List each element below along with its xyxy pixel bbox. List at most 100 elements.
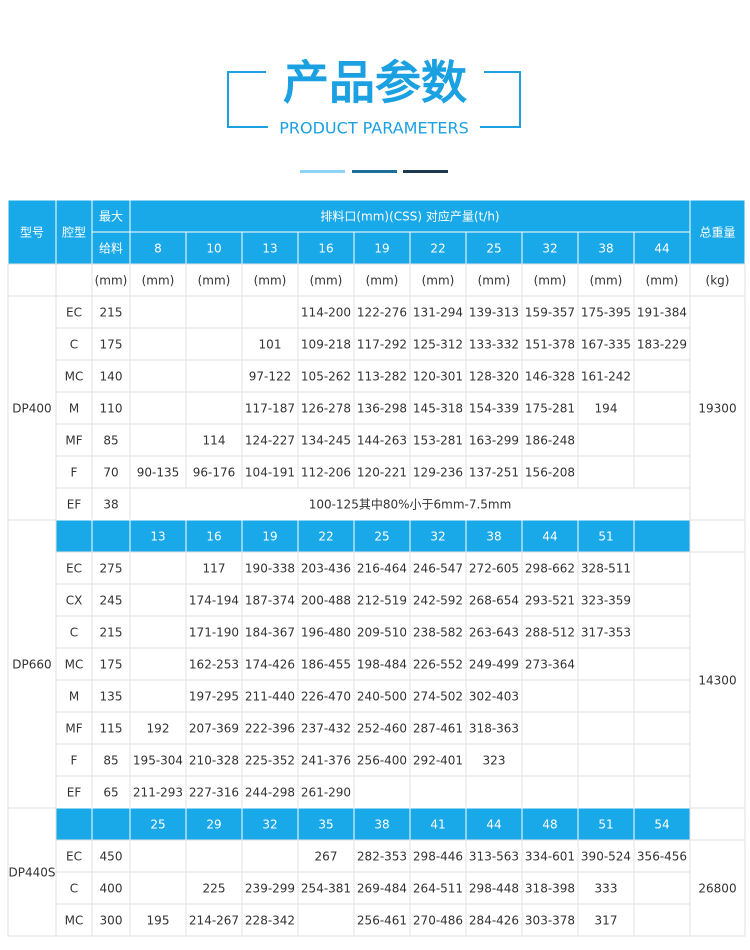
cell (7, 295, 57, 521)
capacity: 120-221 (357, 466, 407, 480)
cavity: M (69, 690, 79, 704)
capacity: 175-281 (525, 402, 575, 416)
capacity: 186-248 (525, 434, 575, 448)
cell (521, 775, 579, 809)
cell (129, 423, 187, 457)
cell (55, 487, 93, 521)
capacity: 356-456 (637, 850, 687, 864)
capacity: 194 (595, 402, 618, 416)
cell (129, 455, 187, 489)
feed: 245 (100, 594, 123, 608)
cell (577, 295, 635, 329)
size: 44 (542, 530, 557, 544)
capacity: 124-227 (245, 434, 295, 448)
capacity: 252-460 (357, 722, 407, 736)
cavity: C (70, 338, 78, 352)
unit: (mm) (478, 274, 511, 288)
bracket-right (480, 71, 521, 128)
cell (577, 551, 635, 585)
cell (297, 615, 355, 649)
cell (521, 679, 579, 713)
cell (7, 807, 57, 937)
capacity: 238-582 (413, 626, 463, 640)
head-feed: 给料 (99, 242, 123, 256)
capacity: 144-263 (357, 434, 407, 448)
cavity: CX (66, 594, 83, 608)
capacity: 153-281 (413, 434, 463, 448)
cell (91, 359, 131, 393)
cell (633, 295, 691, 329)
capacity: 117-187 (245, 402, 295, 416)
capacity: 214-267 (189, 914, 239, 928)
capacity: 226-470 (301, 690, 351, 704)
header-cell (633, 519, 691, 553)
cell (633, 391, 691, 425)
capacity: 334-601 (525, 850, 575, 864)
capacity: 184-367 (245, 626, 295, 640)
cell (55, 263, 93, 297)
cell (129, 487, 691, 521)
capacity: 195-304 (133, 754, 183, 768)
capacity: 137-251 (469, 466, 519, 480)
capacity: 263-643 (469, 626, 519, 640)
capacity: 225-352 (245, 754, 295, 768)
cell (297, 903, 355, 937)
feed: 215 (100, 306, 123, 320)
capacity: 196-480 (301, 626, 351, 640)
bracket-left (227, 71, 268, 128)
capacity: 226-552 (413, 658, 463, 672)
head-cavity: 腔型 (62, 225, 86, 240)
title: 产品参数 (283, 56, 467, 110)
capacity: 203-436 (301, 562, 351, 576)
size: 51 (598, 818, 613, 832)
cell (353, 263, 411, 297)
size: 8 (154, 242, 162, 256)
cell (521, 551, 579, 585)
size: 10 (206, 242, 221, 256)
cell (633, 647, 691, 681)
capacity: 117 (203, 562, 226, 576)
weight: 26800 (698, 882, 736, 896)
cell (297, 743, 355, 777)
cell (129, 583, 187, 617)
cell (241, 391, 299, 425)
head-feed: 最大 (99, 210, 123, 224)
header-cell (633, 807, 691, 841)
cell (185, 615, 243, 649)
capacity: 287-461 (413, 722, 463, 736)
cell (241, 903, 299, 937)
cell (521, 615, 579, 649)
cell (241, 647, 299, 681)
cell (91, 615, 131, 649)
cell (521, 743, 579, 777)
capacity: 183-229 (637, 338, 687, 352)
cavity: C (70, 882, 78, 896)
capacity: 112-206 (301, 466, 351, 480)
size: 35 (318, 818, 333, 832)
cell (297, 679, 355, 713)
cell (91, 423, 131, 457)
capacity: 274-502 (413, 690, 463, 704)
capacity: 228-342 (245, 914, 295, 928)
cell (521, 423, 579, 457)
capacity: 207-369 (189, 722, 239, 736)
capacity: 313-563 (469, 850, 519, 864)
capacity: 249-499 (469, 658, 519, 672)
unit: (mm) (366, 274, 399, 288)
cell (353, 679, 411, 713)
unit: (mm) (95, 274, 128, 288)
capacity: 131-294 (413, 306, 463, 320)
cell (241, 263, 299, 297)
cell (185, 327, 243, 361)
weight: 14300 (698, 674, 736, 688)
capacity: 390-524 (581, 850, 631, 864)
cavity: EF (67, 786, 82, 800)
capacity: 162-253 (189, 658, 239, 672)
capacity: 122-276 (357, 306, 407, 320)
capacity: 246-547 (413, 562, 463, 576)
capacity: 328-511 (581, 562, 631, 576)
header-cell (353, 807, 411, 841)
capacity: 318-363 (469, 722, 519, 736)
cell (689, 295, 746, 521)
size: 22 (430, 242, 445, 256)
